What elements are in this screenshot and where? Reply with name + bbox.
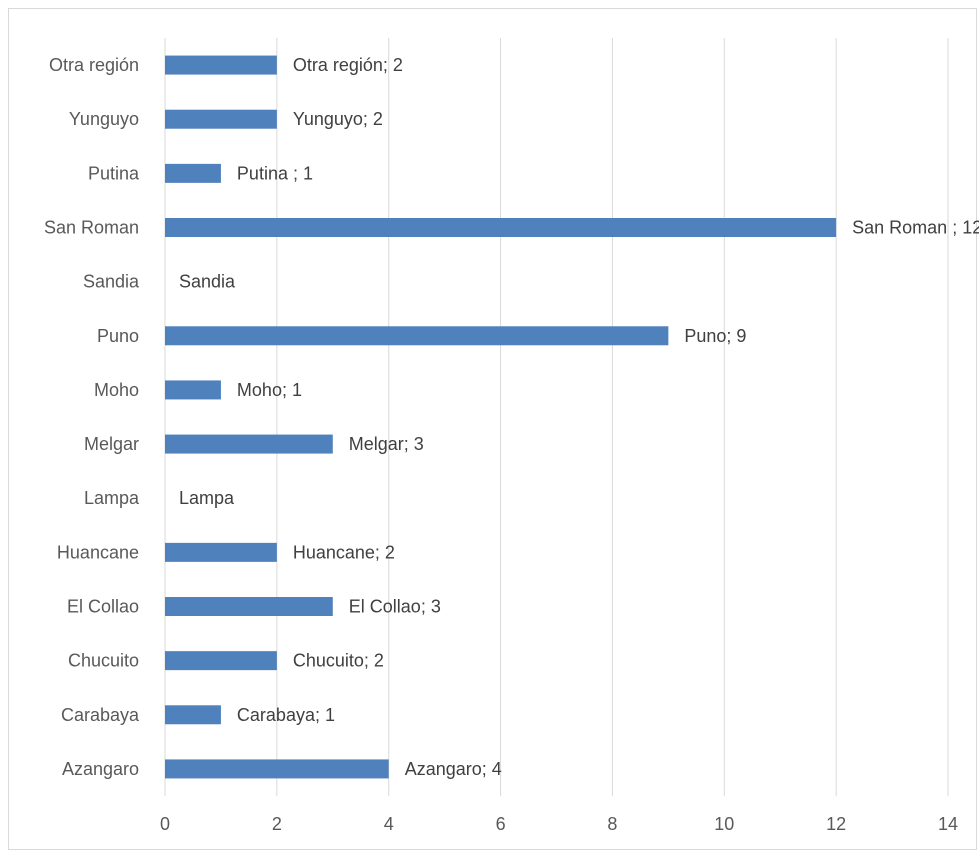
category-label: El Collao: [67, 597, 139, 617]
data-label: Melgar; 3: [349, 434, 424, 454]
category-label: Huancane: [57, 542, 139, 562]
bar-otra-región: [165, 55, 277, 75]
bar-melgar: [165, 434, 333, 454]
bars: [165, 55, 837, 779]
category-label: Melgar: [84, 434, 139, 454]
data-label: Yunguyo; 2: [293, 109, 383, 129]
category-label: Moho: [94, 380, 139, 400]
labels: 0 2 4 6 8 10 12 14 Azangaro Azangaro; 4 Carabaya Ca…: [44, 55, 979, 834]
gridlines: [164, 38, 949, 796]
data-label: Puno; 9: [684, 326, 746, 346]
bar-azangaro: [165, 759, 389, 779]
bar-puno: [165, 326, 669, 346]
x-tick-label: 4: [384, 814, 394, 834]
category-label: Sandia: [83, 272, 140, 292]
bar-san-roman: [165, 218, 837, 237]
bar-yunguyo: [165, 109, 277, 129]
bar-carabaya: [165, 705, 221, 725]
data-label: Moho; 1: [237, 380, 302, 400]
category-label: Yunguyo: [69, 109, 139, 129]
bar-chucuito: [165, 651, 277, 671]
bar-el-collao: [165, 597, 333, 616]
bar-huancane: [165, 542, 277, 562]
x-tick-label: 8: [607, 814, 617, 834]
data-label: Lampa: [179, 488, 235, 508]
x-tick-label: 10: [714, 814, 734, 834]
x-tick-label: 12: [826, 814, 846, 834]
data-label: Carabaya; 1: [237, 705, 335, 725]
category-label: Lampa: [84, 488, 140, 508]
data-label: San Roman ; 12: [852, 218, 979, 238]
data-label: Putina ; 1: [237, 163, 313, 183]
x-tick-label: 6: [496, 814, 506, 834]
category-label: Azangaro: [62, 759, 139, 779]
x-tick-label: 0: [160, 814, 170, 834]
category-label: Carabaya: [61, 705, 140, 725]
x-tick-label: 2: [272, 814, 282, 834]
category-label: Puno: [97, 326, 139, 346]
data-label: Huancane; 2: [293, 542, 395, 562]
data-label: Chucuito; 2: [293, 651, 384, 671]
category-label: Putina: [88, 163, 140, 183]
bar-putina: [165, 163, 221, 183]
data-label: Azangaro; 4: [405, 759, 502, 779]
category-label: Chucuito: [68, 651, 139, 671]
category-label: San Roman: [44, 218, 139, 238]
bar-moho: [165, 380, 221, 400]
data-label: Sandia: [179, 272, 236, 292]
data-label: El Collao; 3: [349, 597, 441, 617]
category-label: Otra región: [49, 55, 139, 75]
x-tick-label: 14: [938, 814, 958, 834]
data-label: Otra región; 2: [293, 55, 403, 75]
